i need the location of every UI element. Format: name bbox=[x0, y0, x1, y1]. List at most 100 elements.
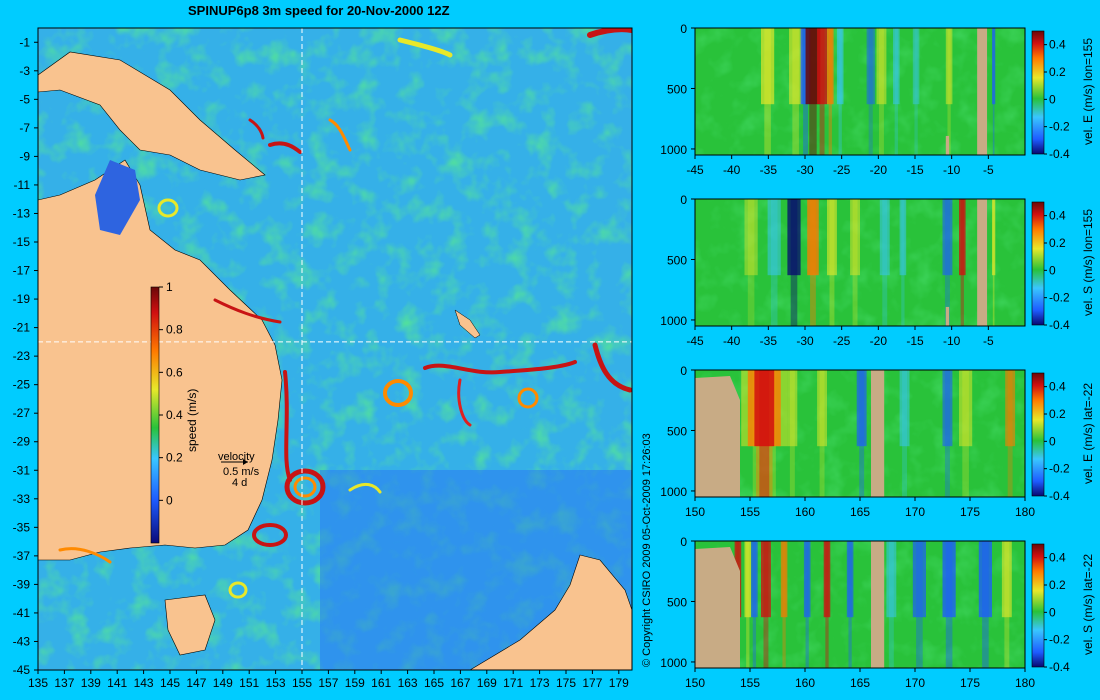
map-x-tick-label: 137 bbox=[54, 676, 74, 690]
section-feature bbox=[914, 28, 918, 155]
section-colorbar bbox=[1031, 30, 1045, 155]
section-x-tick-label: 180 bbox=[1015, 676, 1035, 690]
section-y-tick-label: 0 bbox=[680, 364, 687, 378]
section-x-tick-label: 155 bbox=[740, 676, 760, 690]
section-feature bbox=[787, 370, 798, 447]
map-x-tick-label: 175 bbox=[556, 676, 576, 690]
section-land bbox=[945, 306, 950, 326]
section-feature bbox=[747, 199, 755, 326]
section-feature bbox=[789, 28, 803, 105]
section-feature bbox=[868, 28, 873, 155]
speed-colorbar-label: speed (m/s) bbox=[185, 389, 199, 452]
section-colorbar-tick-label: 0.2 bbox=[1049, 407, 1066, 421]
section-y-tick-label: 500 bbox=[667, 82, 687, 96]
map-panel: 135 137 139 141 143 145 147 149 151 153 155 157 159 1… bbox=[13, 27, 633, 690]
map-y-tick-label: -13 bbox=[13, 206, 31, 220]
section-colorbar-tick-label: -0.2 bbox=[1049, 462, 1070, 476]
section-land bbox=[695, 547, 740, 668]
section-feature bbox=[899, 199, 907, 276]
section-feature bbox=[992, 28, 995, 155]
section-feature bbox=[960, 199, 964, 326]
section-feature bbox=[838, 28, 842, 155]
speed-colorbar-tick-label: 1 bbox=[166, 280, 173, 294]
section-y-tick-label: 1000 bbox=[660, 656, 687, 670]
section-feature bbox=[992, 28, 996, 105]
section-colorbar-tick-label: 0 bbox=[1049, 434, 1056, 448]
map-x-tick-label: 159 bbox=[345, 676, 365, 690]
section-feature bbox=[790, 199, 798, 326]
map-x-tick-label: 135 bbox=[28, 676, 48, 690]
section-feature bbox=[992, 199, 996, 276]
map-y-tick-label: -21 bbox=[13, 321, 31, 335]
vector-key-duration: 4 d bbox=[232, 477, 248, 489]
map-frame bbox=[37, 27, 633, 671]
map-x-tick-label: 155 bbox=[292, 676, 312, 690]
section-feature bbox=[882, 199, 888, 326]
map-y-tick-label: -1 bbox=[19, 35, 30, 49]
map-y-tick-label: -19 bbox=[13, 292, 31, 306]
section-feature bbox=[770, 199, 778, 326]
section-colorbar bbox=[1031, 543, 1045, 668]
map-y-tick-label: -31 bbox=[13, 463, 31, 477]
section-feature bbox=[782, 541, 786, 668]
map-x-tick-label: 151 bbox=[239, 676, 259, 690]
section-y-tick-label: 0 bbox=[680, 22, 687, 36]
section-x-tick-label: 150 bbox=[685, 676, 705, 690]
section-feature bbox=[1007, 370, 1013, 497]
speed-colorbar-tick-label: 0 bbox=[166, 493, 173, 507]
chart-title: SPINUP6p8 3m speed for 20-Nov-2000 12Z bbox=[188, 3, 450, 18]
map-x-tick-label: 157 bbox=[318, 676, 338, 690]
section-feature bbox=[982, 541, 989, 668]
section-feature bbox=[912, 541, 926, 618]
section-feature bbox=[751, 541, 758, 618]
speed-colorbar-tick-label: 0.8 bbox=[166, 323, 183, 337]
section-panels: -45 -40 -35 -30 -25 -20 -15 -10 -5 0 500 1000 0.4 0.2… bbox=[660, 22, 1095, 690]
section-feature bbox=[876, 28, 887, 105]
section-colorbar-tick-label: -0.4 bbox=[1049, 318, 1070, 332]
map-x-tick-label: 139 bbox=[81, 676, 101, 690]
section-x-tick-label: -45 bbox=[686, 334, 704, 348]
section-feature bbox=[829, 199, 835, 326]
section-colorbar-tick-label: 0 bbox=[1049, 92, 1056, 106]
section-feature bbox=[893, 28, 900, 105]
section-feature bbox=[962, 370, 969, 497]
land-tasmania bbox=[164, 594, 216, 656]
section-feature bbox=[752, 541, 757, 668]
section-y-tick-label: 500 bbox=[667, 253, 687, 267]
section-colorbar-label: vel. E (m/s) lon=155 bbox=[1081, 38, 1095, 145]
section-y-tick-label: 1000 bbox=[660, 485, 687, 499]
section-x-tick-label: -30 bbox=[796, 334, 814, 348]
section-colorbar-tick-label: 0.4 bbox=[1049, 380, 1066, 394]
gulf-of-carpentaria bbox=[95, 160, 140, 235]
section-x-tick-label: 160 bbox=[795, 505, 815, 519]
map-y-tick-label: -7 bbox=[19, 121, 30, 135]
speed-colorbar-tick-label: 0.2 bbox=[166, 451, 183, 465]
section-x-tick-label: 170 bbox=[905, 505, 925, 519]
section-feature bbox=[827, 199, 837, 276]
map-y-tick-label: -11 bbox=[14, 178, 31, 192]
map-y-tick-label: -25 bbox=[13, 378, 31, 392]
section-panel-4: 150 155 160 165 170 175 180 0 500 1000 0.4 0.2 0 -0.2… bbox=[660, 535, 1095, 690]
section-feature bbox=[886, 541, 897, 618]
map-x-tick-label: 163 bbox=[398, 676, 418, 690]
map-y-tick-label: -5 bbox=[19, 92, 30, 106]
map-x-tick-label: 165 bbox=[424, 676, 444, 690]
section-colorbar-tick-label: -0.2 bbox=[1049, 633, 1070, 647]
section-feature bbox=[944, 370, 950, 497]
section-land bbox=[977, 199, 988, 326]
section-colorbar-label: vel. E (m/s) lat=-22 bbox=[1081, 383, 1095, 484]
section-feature bbox=[1001, 541, 1012, 618]
section-feature bbox=[866, 28, 875, 105]
section-colorbar-tick-label: -0.2 bbox=[1049, 291, 1070, 305]
section-y-tick-label: 1000 bbox=[660, 143, 687, 157]
section-feature bbox=[744, 541, 752, 618]
land-new-caledonia bbox=[454, 309, 481, 339]
section-feature bbox=[894, 28, 898, 155]
map-y-tick-label: -39 bbox=[13, 577, 31, 591]
section-x-tick-label: -5 bbox=[983, 334, 994, 348]
section-colorbar-tick-label: 0.2 bbox=[1049, 236, 1066, 250]
section-land bbox=[977, 28, 988, 155]
section-x-tick-label: -25 bbox=[833, 334, 851, 348]
section-feature bbox=[789, 370, 795, 497]
land-new-zealand bbox=[469, 554, 632, 670]
